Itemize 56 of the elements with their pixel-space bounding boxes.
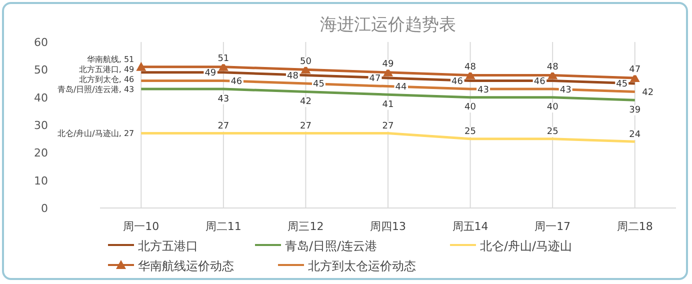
- label: 25: [464, 127, 476, 138]
- xtick: 周二11: [205, 220, 242, 233]
- label: 45: [313, 80, 324, 90]
- label: 25: [546, 127, 558, 138]
- legend-label: 北仑/舟山/马迹山: [480, 239, 572, 253]
- label: 43: [560, 85, 572, 96]
- label: 43: [478, 85, 489, 96]
- xtick: 周五14: [452, 220, 488, 233]
- label: 47: [629, 65, 641, 76]
- xtick: 周三12: [288, 220, 324, 233]
- legend-label: 北方五港口: [138, 239, 198, 253]
- label: 青岛/日照/连云港, 43: [57, 84, 134, 94]
- legend-label: 青岛/日照/连云港: [285, 239, 378, 253]
- label: 48: [287, 71, 298, 82]
- title: 海进江运价趋势表: [320, 15, 456, 35]
- ytick: 20: [34, 146, 48, 160]
- label: 46: [452, 76, 463, 87]
- label: 北仑/舟山/马迹山, 27: [57, 129, 134, 138]
- label: 48: [464, 62, 476, 72]
- label: 51: [218, 54, 230, 64]
- label: 27: [300, 122, 312, 132]
- label: 43: [218, 94, 230, 104]
- label: 41: [382, 100, 394, 110]
- label: 45: [616, 80, 628, 90]
- ytick: 10: [34, 174, 48, 188]
- label: 48: [546, 62, 558, 72]
- xtick: 周一17: [534, 220, 571, 233]
- label: 24: [629, 130, 641, 140]
- ytick: 60: [34, 36, 48, 49]
- xtick: 周一10: [123, 220, 160, 233]
- label: 27: [218, 122, 230, 132]
- label: 46: [230, 76, 242, 87]
- label: 46: [534, 76, 546, 87]
- label: 44: [395, 82, 407, 92]
- label: 北方到太仓, 46: [78, 74, 134, 84]
- label: 40: [464, 102, 476, 113]
- xtick: 周二18: [616, 220, 653, 233]
- xtick: 周四13: [370, 220, 406, 233]
- label: 49: [204, 68, 216, 79]
- label: 40: [546, 102, 558, 113]
- label: 42: [642, 88, 654, 98]
- label: 华南航线, 51: [86, 54, 134, 64]
- label: 42: [300, 97, 312, 108]
- label: 47: [369, 74, 381, 84]
- label: 49: [382, 60, 394, 70]
- ytick: 40: [34, 91, 48, 104]
- label: 39: [629, 105, 641, 116]
- label: 50: [300, 56, 312, 67]
- ytick: 0: [41, 202, 48, 215]
- legend-label: 北方到太仓运价动态: [308, 259, 416, 273]
- label: 北方五港口, 49: [78, 64, 134, 74]
- legend-label: 华南航线运价动态: [138, 259, 234, 273]
- ytick: 30: [34, 119, 48, 132]
- point: [136, 62, 146, 71]
- ytick: 50: [34, 64, 48, 77]
- label: 27: [382, 122, 394, 132]
